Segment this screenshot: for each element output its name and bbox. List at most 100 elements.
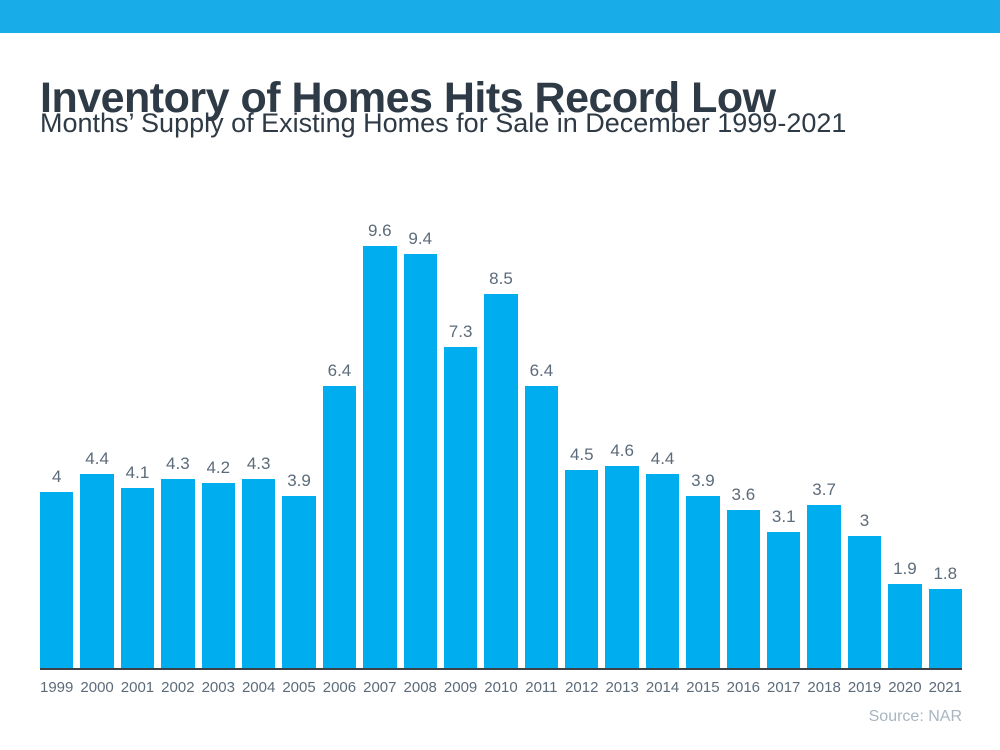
bar-group: 4.1 xyxy=(120,462,155,668)
bar-group: 9.4 xyxy=(403,229,437,668)
bar xyxy=(282,496,316,668)
bar xyxy=(403,254,437,668)
x-axis-tick-label: 2016 xyxy=(726,679,761,696)
x-axis-tick-label: 2012 xyxy=(565,679,599,696)
bar-group: 4.5 xyxy=(565,445,599,668)
bar-group: 3 xyxy=(847,511,882,668)
bar-group: 4.4 xyxy=(80,449,114,668)
bar xyxy=(80,474,114,668)
bar xyxy=(241,478,276,668)
bar-chart: 4 4.4 4.1 4.3 4.2 4.3 3.9 6.4 9.6 9.4 7.3 8.5 6.4 4.5… xyxy=(40,216,962,696)
bar-group: 4 xyxy=(40,467,74,668)
bar xyxy=(928,588,962,668)
bar-value-label: 9.6 xyxy=(368,220,392,240)
bar xyxy=(443,346,478,668)
bar-value-label: 4.2 xyxy=(206,458,231,478)
x-axis-tick-label: 2019 xyxy=(847,679,882,696)
x-axis-labels: 1999 2000 2001 2002 2003 2004 2005 2006 2007 2008… xyxy=(40,670,962,696)
bar-group: 8.5 xyxy=(484,269,518,668)
bar-value-label: 4.5 xyxy=(569,445,594,464)
bar-group: 9.6 xyxy=(363,220,397,668)
bar-group: 4.3 xyxy=(161,453,195,668)
bar xyxy=(161,478,195,668)
x-axis-tick-label: 2003 xyxy=(201,679,235,696)
bar-value-label: 1.9 xyxy=(893,559,917,579)
x-axis-tick-label: 2011 xyxy=(525,679,558,696)
bar-value-label: 3.9 xyxy=(287,471,311,491)
bar-value-label: 8.5 xyxy=(489,269,513,288)
bar-value-label: 7.3 xyxy=(448,321,473,341)
x-axis-tick-label: 2009 xyxy=(443,679,478,696)
bar xyxy=(524,386,559,668)
bar-group: 4.2 xyxy=(201,458,235,668)
x-axis-line xyxy=(40,668,962,670)
bar-group: 1.9 xyxy=(888,559,922,668)
bar-value-label: 4 xyxy=(51,467,62,486)
bar-group: 3.6 xyxy=(726,484,761,668)
x-axis-tick-label: 2004 xyxy=(241,679,276,696)
bar xyxy=(645,474,680,668)
bar xyxy=(322,386,357,668)
bar xyxy=(484,294,518,668)
bar-group: 3.7 xyxy=(807,480,841,668)
bar xyxy=(605,465,639,668)
x-axis-tick-label: 2020 xyxy=(888,679,922,696)
bar-value-label: 4.3 xyxy=(246,453,271,473)
x-axis-tick-label: 2006 xyxy=(322,679,357,696)
bars-area: 4 4.4 4.1 4.3 4.2 4.3 3.9 6.4 9.6 9.4 7.3 8.5 6.4 4.5… xyxy=(40,216,962,668)
bar-group: 4.3 xyxy=(241,453,276,668)
x-axis-tick-label: 2002 xyxy=(161,679,195,696)
bar-value-label: 9.4 xyxy=(408,229,433,249)
bar-value-label: 3.1 xyxy=(771,506,796,526)
chart-subtitle: Months’ Supply of Existing Homes for Sal… xyxy=(40,108,847,138)
bar-group: 6.4 xyxy=(322,361,357,668)
bar-group: 7.3 xyxy=(443,321,478,668)
x-axis-tick-label: 2013 xyxy=(605,679,639,696)
bar-group: 3.1 xyxy=(767,506,801,668)
bar-value-label: 1.8 xyxy=(933,563,958,583)
bar xyxy=(807,505,841,668)
bar xyxy=(40,492,74,668)
bar xyxy=(847,536,882,668)
bar-value-label: 3 xyxy=(859,511,870,530)
x-axis-tick-label: 2010 xyxy=(484,679,518,696)
bar-value-label: 3.7 xyxy=(812,480,836,500)
bar xyxy=(767,531,801,668)
bar xyxy=(565,470,599,668)
bar-group: 6.4 xyxy=(524,361,559,668)
bar-value-label: 4.3 xyxy=(166,453,190,473)
bar xyxy=(201,483,235,668)
bar-value-label: 3.6 xyxy=(731,484,756,504)
x-axis-tick-label: 1999 xyxy=(40,679,74,696)
bar-value-label: 4.4 xyxy=(650,449,675,469)
x-axis-tick-label: 2005 xyxy=(282,679,316,696)
bar-value-label: 4.4 xyxy=(85,449,109,469)
bar-group: 4.6 xyxy=(605,440,639,668)
x-axis-tick-label: 2007 xyxy=(363,679,397,696)
bar-group: 4.4 xyxy=(645,449,680,668)
bar-value-label: 6.4 xyxy=(327,361,352,381)
bar-value-label: 4.1 xyxy=(125,462,150,482)
bar xyxy=(726,509,761,668)
source-note: Source: NAR xyxy=(868,708,962,725)
page-title: Inventory of Homes Hits Record Low xyxy=(40,73,776,122)
bar xyxy=(363,245,397,668)
bar-value-label: 4.6 xyxy=(610,440,634,460)
bar xyxy=(686,496,720,668)
top-accent-bar xyxy=(0,0,1000,33)
x-axis-tick-label: 2001 xyxy=(120,679,155,696)
x-axis-tick-label: 2018 xyxy=(807,679,841,696)
x-axis-tick-label: 2000 xyxy=(80,679,114,696)
x-axis-tick-label: 2014 xyxy=(645,679,680,696)
x-axis-tick-label: 2021 xyxy=(928,679,962,696)
x-axis-tick-label: 2015 xyxy=(686,679,720,696)
x-axis-tick-label: 2008 xyxy=(403,679,437,696)
bar-value-label: 3.9 xyxy=(691,471,715,491)
bar-value-label: 6.4 xyxy=(529,361,554,381)
x-axis-tick-label: 2017 xyxy=(767,679,801,696)
bar xyxy=(120,487,155,668)
bar xyxy=(888,584,922,668)
bar-group: 1.8 xyxy=(928,563,962,668)
bar-group: 3.9 xyxy=(686,471,720,668)
